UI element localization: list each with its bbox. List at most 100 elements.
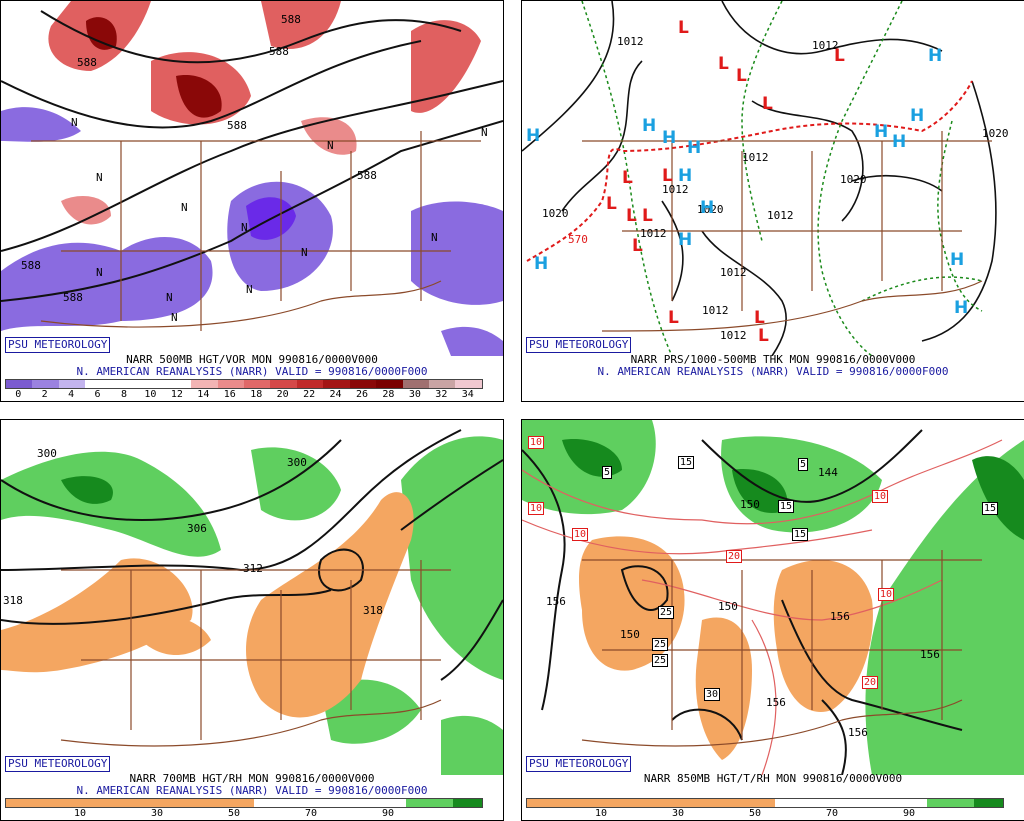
isobar-label: 1012: [702, 304, 729, 317]
panel-subtitle: N. AMERICAN REANALYSIS (NARR) VALID = 99…: [76, 365, 428, 378]
isobar-label: 1012: [640, 227, 667, 240]
dry-region-texas: [695, 617, 752, 760]
temperature-label: 10: [528, 436, 545, 449]
rh-color-scale: [526, 798, 1004, 808]
scale-swatch: [402, 380, 429, 388]
scale-swatch: [296, 380, 324, 388]
scale-swatch: [243, 380, 271, 388]
scale-tick: 0: [15, 389, 22, 400]
contour-label: 588: [357, 169, 377, 182]
map-pressure: 1012 1012 1012 1012 1012 1012 1012 1012 …: [522, 1, 1024, 356]
scale-tick: 24: [329, 389, 342, 400]
dry-region-west: [579, 536, 685, 671]
isobar-label: 1012: [720, 266, 747, 279]
thickness-label: 570: [568, 233, 588, 246]
vort-marker: N: [241, 221, 248, 234]
isobar-label: 1020: [982, 127, 1009, 140]
map-850mb: 156 150 150 150 156 156 156 156 144 10 10…: [522, 420, 1024, 775]
scale-swatch: [455, 380, 482, 388]
scale-swatch: [527, 799, 718, 807]
scale-tick: 12: [170, 389, 183, 400]
dry-region-central: [246, 492, 414, 718]
vort-marker: N: [96, 171, 103, 184]
scale-swatch: [339, 799, 406, 807]
moist-region-canada: [251, 447, 341, 521]
scale-tick: 50: [748, 808, 762, 819]
neg-vorticity-se: [441, 326, 503, 356]
panel-850mb-temp-rh: 156 150 150 150 156 156 156 156 144 10 10…: [521, 419, 1024, 821]
scale-swatch: [58, 380, 86, 388]
vort-marker: N: [96, 266, 103, 279]
high-marker: H: [526, 126, 540, 146]
low-marker: L: [606, 194, 617, 214]
high-marker: H: [678, 230, 692, 250]
height-contours: [1, 429, 503, 681]
scale-swatch: [111, 380, 139, 388]
psu-badge: PSU METEOROLOGY: [526, 756, 632, 772]
moist-region-east: [865, 440, 1024, 775]
scale-tick: 90: [381, 808, 395, 819]
low-marker: L: [736, 66, 747, 86]
panel-title: NARR 700MB HGT/RH MON 990816/0000V000: [129, 772, 375, 785]
scale-swatch: [6, 799, 197, 807]
low-marker: L: [622, 168, 633, 188]
dry-region-west: [1, 558, 193, 673]
temperature-label: 30: [704, 688, 721, 701]
scale-tick: 2: [41, 389, 48, 400]
scale-swatch: [349, 380, 377, 388]
moist-region-nw: [1, 451, 221, 557]
high-marker: H: [950, 250, 964, 270]
isobar-label: 1012: [662, 183, 689, 196]
scale-tick: 18: [250, 389, 263, 400]
temperature-label: 10: [878, 588, 895, 601]
scale-tick: 8: [120, 389, 128, 400]
moist-region-east: [401, 436, 503, 680]
scale-swatch: [217, 380, 244, 388]
high-marker: H: [874, 122, 888, 142]
contour-label: 312: [243, 562, 263, 575]
scale-tick: 6: [94, 389, 101, 400]
contour-label: 150: [740, 498, 760, 511]
contour-label: 156: [848, 726, 868, 739]
scale-tick: 20: [276, 389, 289, 400]
contour-label: 150: [718, 600, 738, 613]
map-700mb: 300 300 306 312 318 318: [1, 420, 503, 775]
vort-marker: N: [181, 201, 188, 214]
map-500mb: 588 588 588 588 588 588 588 N N N N N N …: [1, 1, 503, 356]
scale-tick: 26: [355, 389, 369, 400]
vort-marker: N: [431, 231, 438, 244]
contour-label: 300: [37, 447, 57, 460]
scale-tick: 16: [223, 389, 236, 400]
temperature-label: 10: [872, 490, 889, 503]
psu-badge: PSU METEOROLOGY: [526, 337, 632, 353]
low-marker: L: [754, 308, 765, 328]
scale-tick: 10: [594, 808, 608, 819]
pos-vorticity-ne: [411, 20, 481, 113]
temperature-label: 15: [792, 528, 809, 541]
scale-swatch: [376, 380, 403, 388]
isobar-label: 1012: [812, 39, 839, 52]
map-pressure-svg: 1012 1012 1012 1012 1012 1012 1012 1012 …: [522, 1, 1024, 356]
low-marker: L: [718, 54, 729, 74]
scale-tick: 10: [73, 808, 87, 819]
scale-swatch: [860, 799, 927, 807]
temperature-label: 15: [982, 502, 999, 515]
temperature-label: 25: [658, 606, 675, 619]
rh-color-scale: [5, 798, 483, 808]
scale-swatch: [717, 799, 775, 807]
high-marker: H: [910, 106, 924, 126]
high-marker: H: [534, 254, 548, 274]
contour-label: 156: [766, 696, 786, 709]
vort-marker: N: [71, 116, 78, 129]
scale-swatch: [405, 799, 454, 807]
scale-tick: 32: [435, 389, 448, 400]
contour-label: 588: [63, 291, 83, 304]
contour-label: 588: [281, 13, 301, 26]
borders: [31, 131, 481, 331]
contour-label: 588: [227, 119, 247, 132]
contour-label: 318: [3, 594, 23, 607]
low-marker: L: [678, 18, 689, 38]
map-700mb-svg: 300 300 306 312 318 318: [1, 420, 503, 775]
scale-swatch: [429, 380, 456, 388]
vort-marker: N: [301, 246, 308, 259]
